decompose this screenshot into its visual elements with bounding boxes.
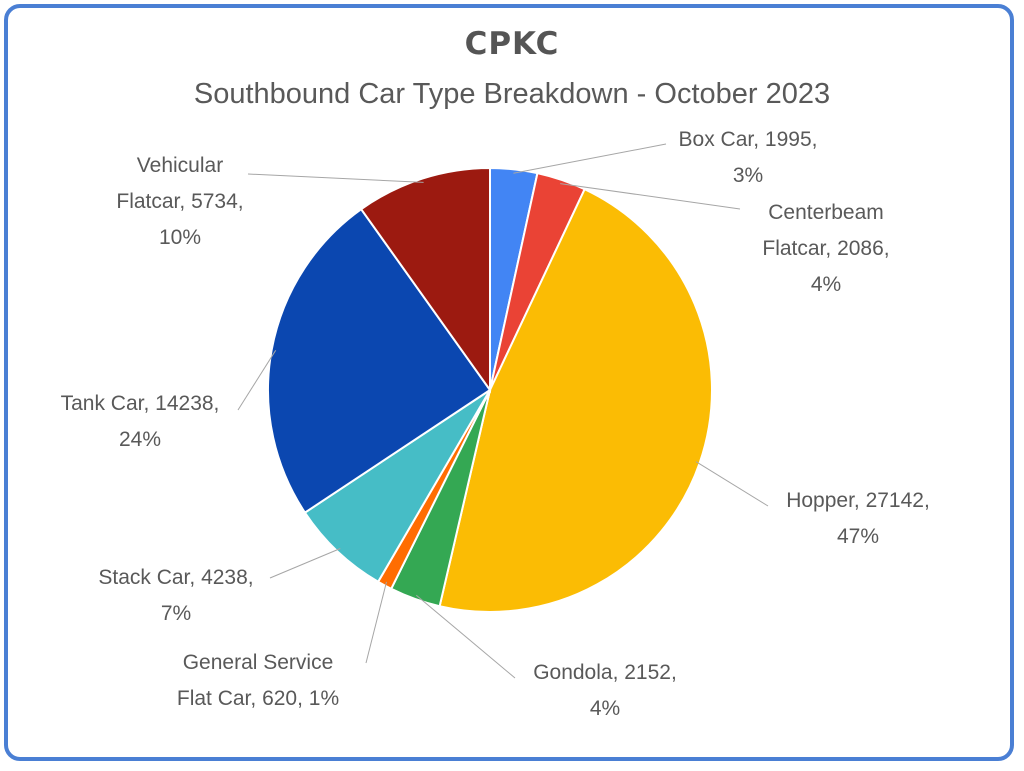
data-label-centerbeam-flatcar: Centerbeam Flatcar, 2086, 4% [762, 201, 889, 296]
leader-line-general-service-flat-car [365, 581, 387, 664]
data-label-gondola: Gondola, 2152, 4% [533, 661, 677, 720]
pie-slice-hopper [438, 187, 713, 613]
brand-title: CPKC [464, 26, 560, 62]
pie-slice-vehicular-flatcar [359, 166, 491, 394]
pie-slice-tank-car [267, 207, 492, 515]
data-label-vehicular-flatcar: Vehicular Flatcar, 5734, 10% [116, 154, 243, 249]
leader-line-centerbeam-flatcar [560, 183, 741, 210]
data-label-general-service-flat-car: General Service Flat Car, 620, 1% [177, 651, 339, 710]
data-label-tank-car: Tank Car, 14238, 24% [61, 392, 220, 451]
leader-line-box-car [513, 143, 667, 174]
leader-line-tank-car [237, 350, 277, 411]
leader-line-hopper [695, 461, 769, 507]
chart-title: Southbound Car Type Breakdown - October … [193, 78, 831, 110]
data-label-hopper: Hopper, 27142, 47% [786, 489, 930, 548]
leader-line-vehicular-flatcar [247, 173, 424, 183]
leader-line-gondola [415, 594, 516, 679]
pie-slice-stack-car [303, 389, 491, 584]
data-label-box-car: Box Car, 1995, 3% [679, 128, 818, 187]
data-label-stack-car: Stack Car, 4238, 7% [98, 566, 253, 625]
leader-line-stack-car [269, 548, 341, 579]
